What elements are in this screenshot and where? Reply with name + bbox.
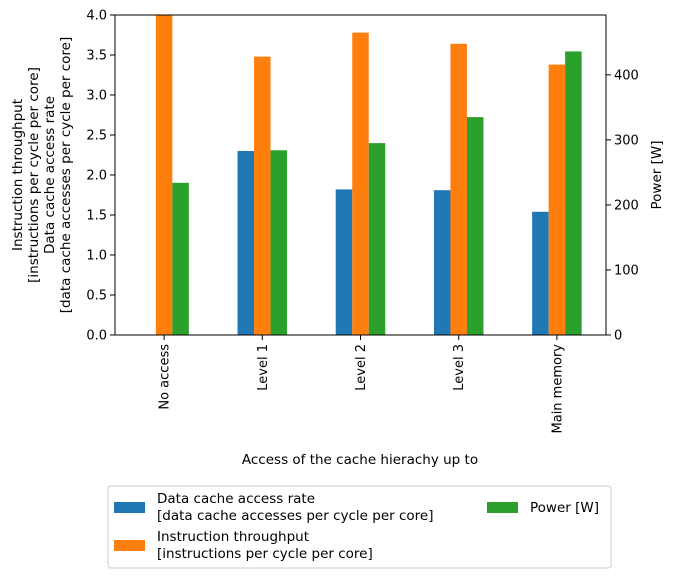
legend-label-power: Power [W] — [530, 500, 599, 516]
x-tick-label: Main memory — [550, 344, 565, 434]
right-y-axis-label: Power [W] — [649, 141, 665, 210]
left-tick-label: 1.5 — [86, 209, 107, 224]
bar-data-cache-3 — [433, 190, 451, 335]
x-tick-label: Level 1 — [256, 344, 271, 391]
left-y-label-line-3: Data cache access rate — [42, 96, 58, 254]
right-tick-label: 400 — [614, 68, 639, 83]
legend-frame — [107, 485, 612, 569]
legend-swatch-instruction — [114, 540, 145, 551]
right-tick-label: 300 — [614, 133, 639, 148]
left-tick-label: 4.0 — [86, 9, 107, 24]
x-tick-label: Level 2 — [354, 344, 369, 391]
right-y-axis: 0 100 200 300 400 — [606, 68, 639, 344]
left-tick-label: 0.0 — [86, 329, 107, 344]
left-tick-label: 1.0 — [86, 249, 107, 264]
left-tick-label: 3.5 — [86, 49, 107, 64]
right-tick-label: 200 — [614, 198, 639, 213]
right-tick-label: 0 — [614, 329, 622, 344]
left-y-label-line-1: Instruction throughput — [10, 99, 26, 251]
left-y-label-line-4: [data cache accesses per cycle per core] — [58, 37, 74, 313]
bars-group — [155, 15, 582, 336]
bar-instruction-4 — [548, 64, 566, 335]
left-tick-label: 0.5 — [86, 289, 107, 304]
bar-instruction-1 — [254, 56, 271, 335]
bar-data-cache-2 — [335, 189, 353, 335]
legend-label-instruction-line-1: Instruction throughput — [157, 529, 309, 545]
bar-instruction-3 — [450, 43, 467, 336]
left-y-axis-label: Instruction throughput [instructions per… — [10, 37, 74, 313]
left-y-axis: 0.0 0.5 1.0 1.5 2.0 2.5 3.0 3.5 4.0 — [86, 9, 115, 344]
legend-swatch-data-cache — [114, 502, 145, 513]
legend: Data cache access rate [data cache acces… — [107, 485, 612, 569]
x-axis-label: Access of the cache hierachy up to — [242, 452, 478, 468]
bar-power-4 — [565, 51, 582, 336]
bar-power-2 — [368, 143, 386, 335]
bar-instruction-2 — [352, 32, 369, 335]
bar-instruction-0 — [155, 15, 173, 335]
right-tick-label: 100 — [614, 263, 639, 278]
bar-data-cache-1 — [237, 151, 255, 335]
x-axis: No access Level 1 Level 2 Level 3 Main memor… — [158, 335, 565, 434]
legend-label-data-cache-line-1: Data cache access rate — [157, 491, 315, 507]
bar-data-cache-4 — [532, 211, 549, 335]
left-tick-label: 3.0 — [86, 89, 107, 104]
bar-power-0 — [172, 182, 189, 335]
x-tick-label: Level 3 — [452, 344, 467, 391]
legend-swatch-power — [487, 502, 518, 513]
left-y-label-line-2: [instructions per cycle per core] — [26, 67, 42, 283]
bar-power-1 — [270, 150, 288, 335]
left-tick-label: 2.5 — [86, 129, 107, 144]
legend-label-data-cache-line-2: [data cache accesses per cycle per core] — [157, 508, 433, 524]
legend-label-instruction-line-2: [instructions per cycle per core] — [157, 546, 373, 562]
bar-power-3 — [466, 117, 484, 335]
left-tick-label: 2.0 — [86, 169, 107, 184]
x-tick-label: No access — [158, 344, 173, 410]
